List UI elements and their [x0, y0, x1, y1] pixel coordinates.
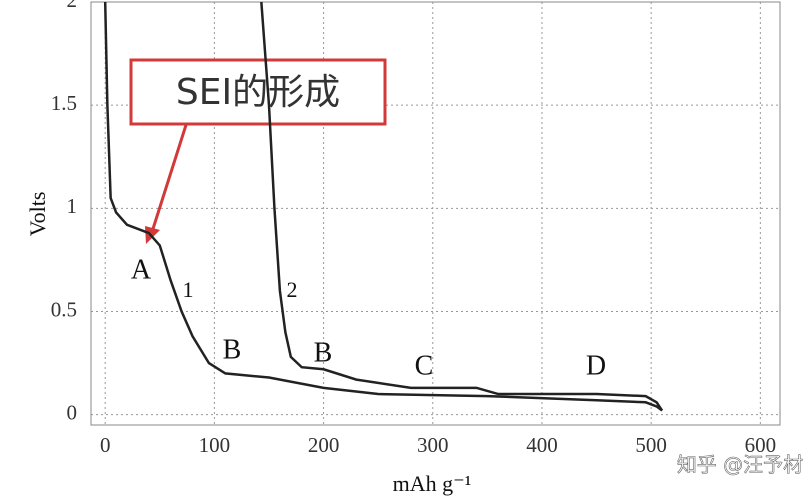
- y-axis-label: Volts: [25, 192, 50, 237]
- annotation: B: [314, 337, 333, 368]
- annotation: D: [586, 350, 606, 381]
- curve-label: 1: [183, 277, 194, 302]
- annotation: A: [131, 254, 152, 285]
- x-tick-label: 600: [745, 433, 777, 457]
- y-tick-label: 2: [67, 0, 78, 12]
- annotation: C: [415, 350, 434, 381]
- callout-arrow: [150, 124, 188, 233]
- data-line: [103, 1, 663, 412]
- y-tick-label: 0.5: [51, 297, 77, 321]
- y-tick-label: 1: [67, 194, 78, 218]
- y-tick-label: 1.5: [51, 91, 77, 115]
- x-tick-label: 100: [199, 433, 231, 457]
- y-tick-label: 0: [67, 400, 78, 424]
- x-tick-label: 200: [308, 433, 340, 457]
- x-tick-label: 500: [635, 433, 667, 457]
- data-line: [260, 1, 664, 412]
- callout-text: SEI的形成: [176, 72, 340, 113]
- x-axis-label: mAh g⁻¹: [393, 471, 472, 496]
- watermark: 知乎 @汪予材: [677, 453, 803, 477]
- callout-box: [129, 58, 387, 126]
- plot-frame: [90, 1, 781, 426]
- x-tick-label: 0: [100, 433, 111, 457]
- x-tick-label: 300: [417, 433, 449, 457]
- x-tick-label: 400: [526, 433, 558, 457]
- annotation: B: [223, 334, 242, 365]
- curve-label: 2: [287, 277, 298, 302]
- callout-arrowhead: [145, 226, 160, 244]
